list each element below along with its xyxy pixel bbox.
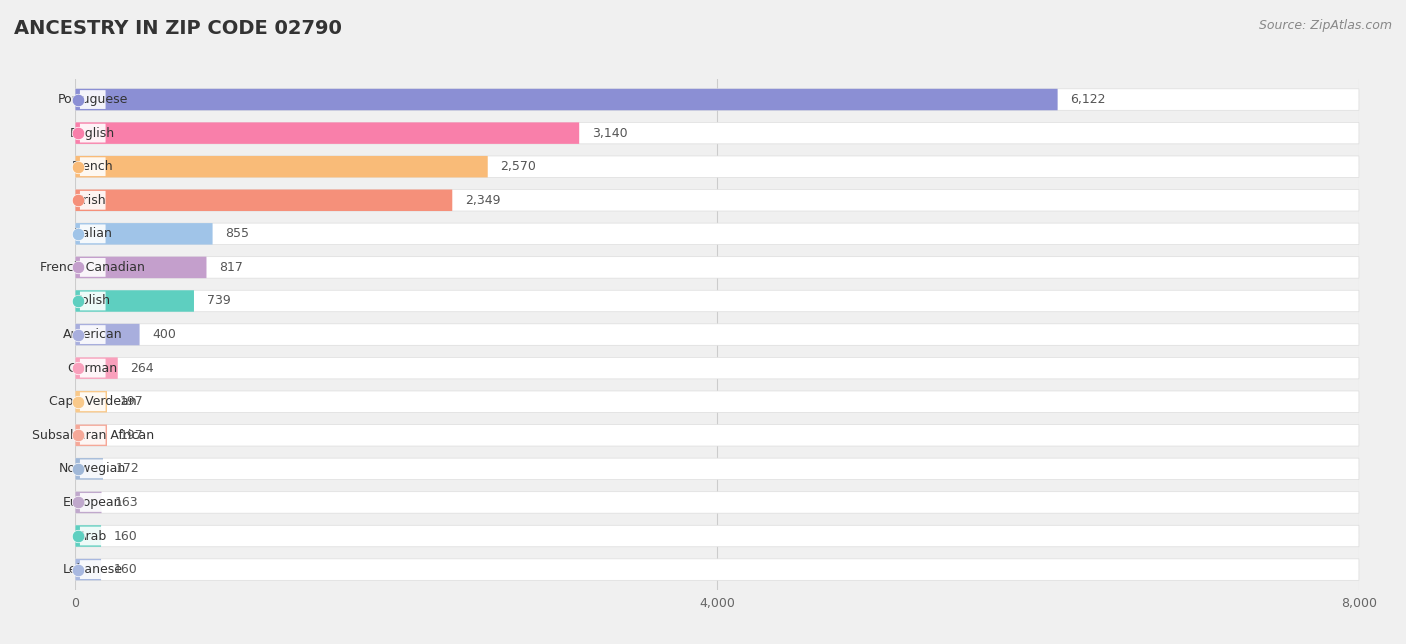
FancyBboxPatch shape xyxy=(80,191,105,210)
FancyBboxPatch shape xyxy=(76,492,101,513)
FancyBboxPatch shape xyxy=(76,223,212,245)
FancyBboxPatch shape xyxy=(76,290,194,312)
FancyBboxPatch shape xyxy=(76,357,1360,379)
FancyBboxPatch shape xyxy=(76,324,1360,345)
FancyBboxPatch shape xyxy=(80,292,105,310)
FancyBboxPatch shape xyxy=(76,324,139,345)
FancyBboxPatch shape xyxy=(76,458,1360,480)
Text: Irish: Irish xyxy=(79,194,105,207)
FancyBboxPatch shape xyxy=(76,189,1360,211)
FancyBboxPatch shape xyxy=(76,156,1360,178)
FancyBboxPatch shape xyxy=(76,559,1360,580)
Text: French Canadian: French Canadian xyxy=(41,261,145,274)
FancyBboxPatch shape xyxy=(80,124,105,142)
FancyBboxPatch shape xyxy=(76,391,1360,412)
Text: German: German xyxy=(67,362,118,375)
Text: 160: 160 xyxy=(114,529,138,542)
Text: Source: ZipAtlas.com: Source: ZipAtlas.com xyxy=(1258,19,1392,32)
Text: French: French xyxy=(72,160,114,173)
FancyBboxPatch shape xyxy=(76,559,101,580)
FancyBboxPatch shape xyxy=(80,325,105,344)
FancyBboxPatch shape xyxy=(80,157,105,176)
Text: 6,122: 6,122 xyxy=(1070,93,1107,106)
FancyBboxPatch shape xyxy=(76,257,207,278)
Text: 817: 817 xyxy=(219,261,243,274)
Text: 264: 264 xyxy=(131,362,155,375)
FancyBboxPatch shape xyxy=(76,89,1057,110)
FancyBboxPatch shape xyxy=(76,156,488,178)
Text: Norwegian: Norwegian xyxy=(59,462,127,475)
FancyBboxPatch shape xyxy=(76,492,1360,513)
Text: Arab: Arab xyxy=(79,529,107,542)
FancyBboxPatch shape xyxy=(80,90,105,109)
FancyBboxPatch shape xyxy=(80,459,105,478)
FancyBboxPatch shape xyxy=(76,122,579,144)
Text: 160: 160 xyxy=(114,563,138,576)
FancyBboxPatch shape xyxy=(80,527,105,545)
FancyBboxPatch shape xyxy=(76,526,101,547)
Text: English: English xyxy=(70,127,115,140)
Text: American: American xyxy=(63,328,122,341)
Text: 3,140: 3,140 xyxy=(592,127,627,140)
Text: Polish: Polish xyxy=(75,294,111,307)
Text: Lebanese: Lebanese xyxy=(63,563,122,576)
Text: 2,349: 2,349 xyxy=(465,194,501,207)
FancyBboxPatch shape xyxy=(76,357,118,379)
FancyBboxPatch shape xyxy=(76,526,1360,547)
Text: Italian: Italian xyxy=(73,227,112,240)
Text: 163: 163 xyxy=(114,496,138,509)
FancyBboxPatch shape xyxy=(76,290,1360,312)
Text: 197: 197 xyxy=(120,395,143,408)
FancyBboxPatch shape xyxy=(76,122,1360,144)
FancyBboxPatch shape xyxy=(76,223,1360,245)
FancyBboxPatch shape xyxy=(80,392,105,411)
FancyBboxPatch shape xyxy=(76,391,107,412)
FancyBboxPatch shape xyxy=(80,258,105,277)
Text: 2,570: 2,570 xyxy=(501,160,537,173)
FancyBboxPatch shape xyxy=(76,458,103,480)
Text: Cape Verdean: Cape Verdean xyxy=(49,395,136,408)
FancyBboxPatch shape xyxy=(80,493,105,512)
FancyBboxPatch shape xyxy=(80,426,105,445)
Text: 855: 855 xyxy=(225,227,249,240)
FancyBboxPatch shape xyxy=(76,89,1360,110)
FancyBboxPatch shape xyxy=(80,359,105,377)
FancyBboxPatch shape xyxy=(76,189,453,211)
Text: ANCESTRY IN ZIP CODE 02790: ANCESTRY IN ZIP CODE 02790 xyxy=(14,19,342,39)
Text: 400: 400 xyxy=(152,328,176,341)
Text: Portuguese: Portuguese xyxy=(58,93,128,106)
Text: Subsaharan African: Subsaharan African xyxy=(32,429,153,442)
FancyBboxPatch shape xyxy=(80,560,105,579)
FancyBboxPatch shape xyxy=(76,424,107,446)
Text: European: European xyxy=(63,496,122,509)
Text: 172: 172 xyxy=(115,462,139,475)
FancyBboxPatch shape xyxy=(80,225,105,243)
Text: 197: 197 xyxy=(120,429,143,442)
FancyBboxPatch shape xyxy=(76,424,1360,446)
FancyBboxPatch shape xyxy=(76,257,1360,278)
Text: 739: 739 xyxy=(207,294,231,307)
